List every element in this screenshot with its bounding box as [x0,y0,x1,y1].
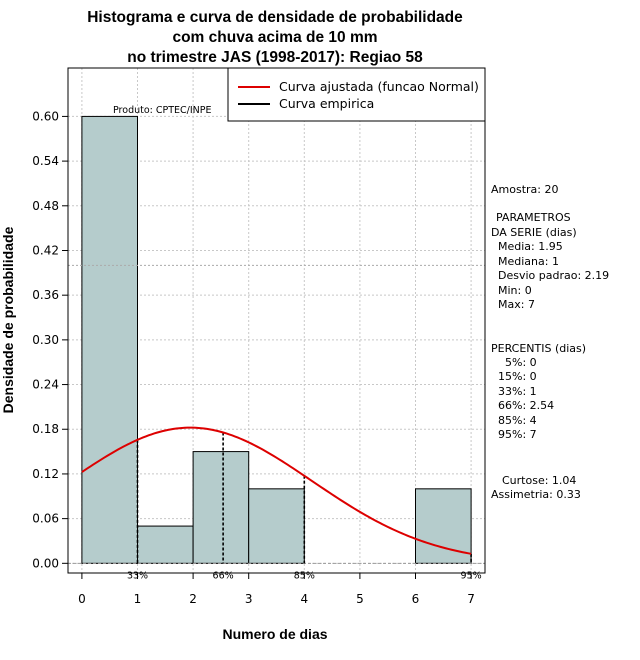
x-tick-label: 1 [134,592,142,606]
x-tick-label: 6 [412,592,420,606]
stat-p5: 5%: 0 [505,356,537,369]
stats-panel: Amostra: 20 PARAMETROS DA SERIE (dias) M… [491,183,609,501]
y-tick-label: 0.54 [32,154,59,168]
stat-param-title-1: PARAMETROS [496,211,571,224]
x-tick-label: 7 [467,592,475,606]
x-axis-label: Numero de dias [222,626,327,642]
histogram-bars [68,115,485,564]
histogram-bar [137,525,194,564]
legend-box [227,67,486,122]
y-axis: 0.00 0.06 0.12 0.18 0.24 0.30 0.36 0.42 0.48 0.54… [32,109,68,570]
x-tick-label: 5 [356,592,364,606]
stat-p85: 85%: 4 [498,414,537,427]
stat-amostra: Amostra: 20 [491,183,558,196]
x-tick-label: 4 [300,592,308,606]
y-tick-label: 0.18 [32,422,59,436]
stat-curtose: Curtose: 1.04 [502,474,576,487]
y-tick-label: 0.00 [32,556,59,570]
percentile-label: 66% [213,570,234,581]
y-tick-label: 0.24 [32,378,59,392]
y-axis-label: Densidade de probabilidade [0,226,16,413]
x-tick-label: 2 [189,592,197,606]
normal-curve [81,426,472,555]
y-tick-label: 0.42 [32,243,59,257]
stat-max: Max: 7 [498,298,535,311]
stat-desvio: Desvio padrao: 2.19 [498,269,609,282]
chart-title-line-3: no trimestre JAS (1998-2017): Regiao 58 [127,49,423,66]
histogram-bar [248,488,305,564]
stat-assimetria: Assimetria: 0.33 [491,488,581,501]
stat-p66: 66%: 2.54 [498,399,554,412]
histogram-bar [415,488,472,564]
x-axis: 0 1 2 3 4 5 6 7 [78,573,475,606]
x-tick-label: 0 [78,592,86,606]
stat-p15: 15%: 0 [498,370,537,383]
x-tick-label: 3 [245,592,253,606]
y-tick-label: 0.12 [32,467,59,481]
stat-media: Media: 1.95 [498,240,563,253]
histogram-bar [192,451,250,564]
legend-label-fitted: Curva ajustada (funcao Normal) [279,79,479,94]
product-label: Produto: CPTEC/INPE [113,105,212,116]
y-tick-label: 0.48 [32,199,59,213]
y-tick-label: 0.60 [32,109,59,123]
histogram-bar [81,115,138,564]
stat-min: Min: 0 [498,284,532,297]
stat-p95: 95%: 7 [498,428,537,441]
y-tick-label: 0.30 [32,333,59,347]
stat-perc-title: PERCENTIS (dias) [491,342,586,355]
y-tick-label: 0.06 [32,512,59,526]
legend-label-empirical: Curva empirica [279,96,374,111]
legend: Curva ajustada (funcao Normal) Curva emp… [227,67,486,122]
chart-title-line-2: com chuva acima de 10 mm [172,29,377,46]
chart-title-line-1: Histograma e curva de densidade de proba… [87,9,463,26]
stat-param-title-2: DA SERIE (dias) [491,226,577,239]
stat-mediana: Mediana: 1 [498,255,559,268]
y-tick-label: 0.36 [32,288,59,302]
stat-p33: 33%: 1 [498,385,537,398]
